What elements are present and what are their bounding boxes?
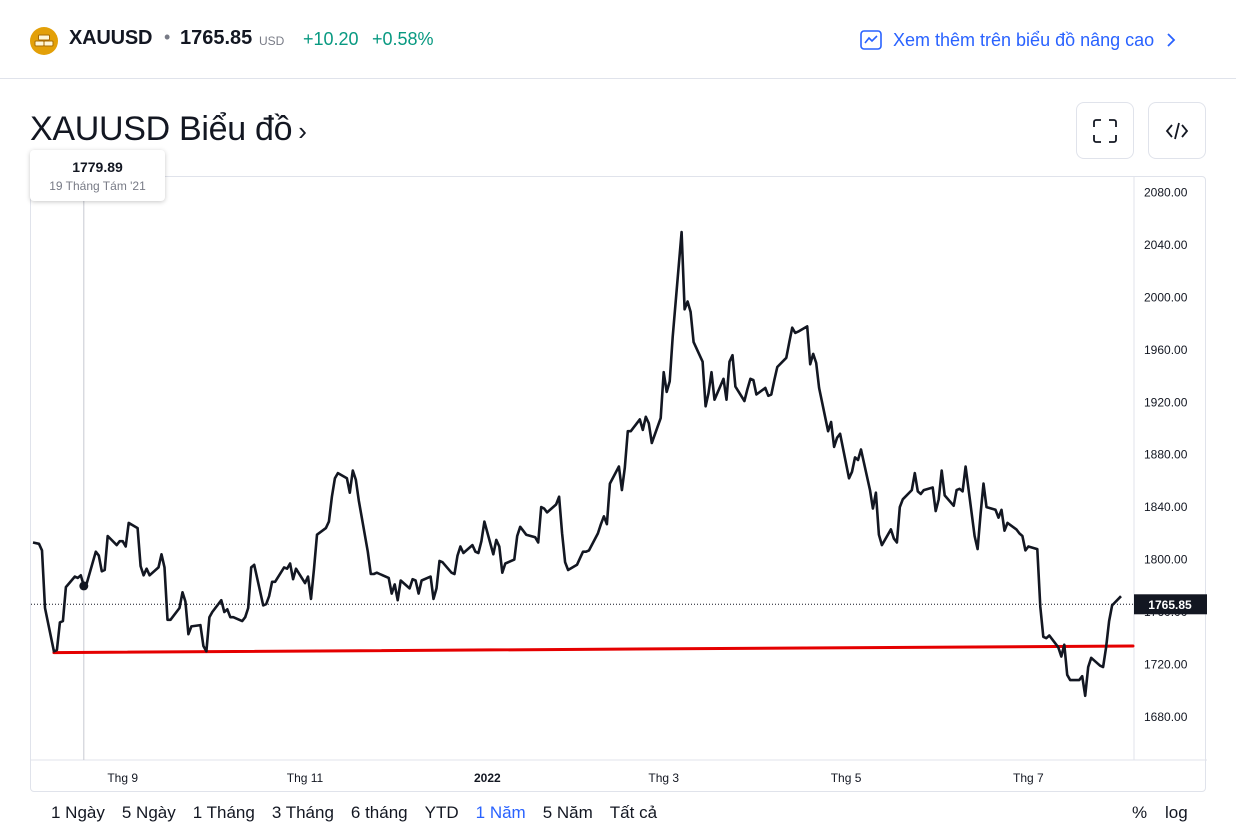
tooltip-date: 19 Tháng Tám '21: [49, 179, 146, 193]
period-option[interactable]: 5 Năm: [542, 803, 593, 822]
symbol-header: XAUUSD • 1765.85 USD +10.20 +0.58% Xem t…: [0, 0, 1236, 79]
embed-button[interactable]: [1148, 102, 1206, 159]
period-option[interactable]: 1 Năm: [475, 803, 526, 822]
fullscreen-icon: [1093, 118, 1117, 143]
separator-dot: •: [164, 27, 171, 47]
tooltip-value: 1779.89: [72, 159, 123, 175]
y-tick-label: 1680.00: [1144, 710, 1188, 724]
crosshair-marker: [79, 581, 89, 591]
y-tick-label: 1960.00: [1144, 343, 1188, 357]
price-chart[interactable]: 1680.001720.001760.001800.001840.001880.…: [30, 176, 1207, 793]
period-selector: 1 Ngày 5 Ngày 1 Tháng 3 Tháng 6 tháng YTD 1 Nă…: [51, 803, 674, 823]
chevron-right-icon: ›: [298, 116, 307, 146]
y-tick-label: 2080.00: [1144, 186, 1188, 200]
advanced-chart-link-label: Xem thêm trên biểu đồ nâng cao: [893, 29, 1155, 50]
y-tick-label: 1880.00: [1144, 448, 1188, 462]
symbol-name: XAUUSD: [69, 27, 153, 49]
period-option[interactable]: 1 Tháng: [192, 803, 255, 822]
price-change: +10.20: [303, 29, 359, 49]
y-tick-label: 1840.00: [1144, 500, 1188, 514]
y-tick-label: 1800.00: [1144, 553, 1188, 567]
x-tick-label: Thg 3: [648, 771, 679, 785]
x-tick-label: Thg 11: [287, 771, 324, 785]
period-option[interactable]: YTD: [424, 803, 459, 822]
log-scale-toggle[interactable]: log: [1165, 803, 1188, 822]
period-option[interactable]: 5 Ngày: [121, 803, 176, 822]
trend-line: [52, 644, 1135, 655]
price-series-line: [32, 230, 1122, 698]
y-tick-label: 1920.00: [1144, 395, 1188, 409]
chart-line-icon: [860, 30, 882, 50]
price-change-percent: +0.58%: [372, 29, 434, 49]
chevron-right-icon: [1167, 33, 1176, 47]
chart-title[interactable]: XAUUSD Biểu đồ ›: [30, 110, 307, 149]
embed-code-icon: [1165, 122, 1189, 139]
period-option[interactable]: 1 Ngày: [51, 803, 105, 822]
price-chart-svg[interactable]: 1680.001720.001760.001800.001840.001880.…: [31, 177, 1207, 793]
advanced-chart-link[interactable]: Xem thêm trên biểu đồ nâng cao: [859, 26, 1178, 54]
chart-title-text: XAUUSD Biểu đồ: [30, 110, 293, 148]
y-tick-label: 2000.00: [1144, 291, 1188, 305]
currency-label: USD: [259, 34, 285, 48]
y-tick-label: 1720.00: [1144, 657, 1188, 671]
x-tick-label: Thg 5: [831, 771, 862, 785]
x-tick-label: 2022: [474, 771, 501, 785]
x-tick-label: Thg 7: [1013, 771, 1044, 785]
period-option[interactable]: Tất cả: [609, 803, 658, 822]
fullscreen-button[interactable]: [1076, 102, 1134, 159]
last-price: 1765.85: [180, 27, 253, 49]
current-price-label: 1765.85: [1148, 598, 1192, 612]
current-price-label-bg: [1134, 594, 1207, 615]
period-option[interactable]: 3 Tháng: [271, 803, 334, 822]
y-tick-label: 2040.00: [1144, 238, 1188, 252]
x-tick-label: Thg 9: [107, 771, 138, 785]
percent-scale-toggle[interactable]: %: [1132, 803, 1148, 822]
period-option[interactable]: 6 tháng: [350, 803, 408, 822]
gold-bars-icon: [30, 27, 58, 55]
crosshair-tooltip: 1779.89 19 Tháng Tám '21: [30, 150, 165, 201]
